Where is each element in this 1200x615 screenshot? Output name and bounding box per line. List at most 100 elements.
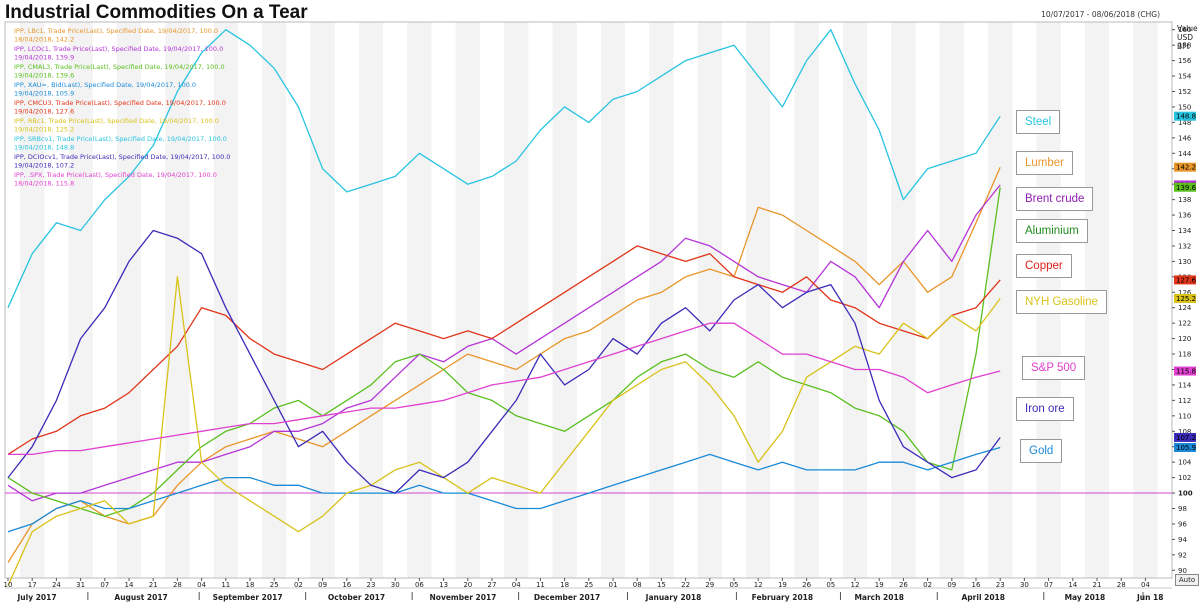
axis-unit-currency: USD bbox=[1177, 33, 1194, 42]
x-tick-label: 24 bbox=[52, 581, 61, 589]
y-tick-label: 150 bbox=[1178, 103, 1191, 111]
y-tick-label: 138 bbox=[1178, 196, 1191, 204]
value-badge-label: 107.2 bbox=[1176, 434, 1196, 442]
auto-scale-button[interactable]: Auto bbox=[1175, 574, 1199, 586]
x-tick-label: 25 bbox=[270, 581, 279, 589]
series-line-4 bbox=[7, 446, 1001, 533]
series-line-1 bbox=[7, 166, 1001, 563]
legend-entry-line1: IPP, SRBcv1, Trade Price(Last), Specifie… bbox=[14, 135, 227, 143]
x-tick-label: 15 bbox=[657, 581, 666, 589]
legend-entry-line2: 19/04/2018, 139.6 bbox=[14, 72, 74, 80]
month-label: January 2018 bbox=[645, 593, 702, 602]
date-range: 10/07/2017 - 08/06/2018 (CHG) bbox=[1041, 10, 1160, 19]
x-tick-label: 13 bbox=[439, 581, 448, 589]
x-tick-label: 12 bbox=[851, 581, 860, 589]
x-tick-label: 02 bbox=[923, 581, 932, 589]
x-tick-label: 23 bbox=[367, 581, 376, 589]
week-band bbox=[697, 22, 722, 578]
x-tick-label: 01 bbox=[609, 581, 618, 589]
week-band bbox=[68, 22, 93, 578]
y-tick-label: 120 bbox=[1178, 335, 1191, 343]
x-tick-label: 29 bbox=[705, 581, 714, 589]
x-tick-label: 08 bbox=[633, 581, 642, 589]
value-badges: 148.8142.2139.9139.6127.6125.2115.8107.2… bbox=[1174, 111, 1197, 452]
x-tick-label: 16 bbox=[972, 581, 981, 589]
series-lines bbox=[7, 29, 1001, 586]
x-tick-label: 04 bbox=[1141, 581, 1150, 589]
value-badge bbox=[1174, 442, 1196, 452]
week-band bbox=[262, 22, 287, 578]
y-tick-label: 102 bbox=[1178, 474, 1191, 482]
x-tick-label: 31 bbox=[76, 581, 85, 589]
week-band bbox=[891, 22, 916, 578]
x-tick-label: 20 bbox=[463, 581, 472, 589]
legend-entry-line1: IPP, .SPX, Trade Price(Last), Specified … bbox=[14, 171, 217, 179]
y-tick-label: 160 bbox=[1178, 26, 1191, 34]
series-label-box: Steel bbox=[1016, 110, 1061, 134]
y-tick-label: 90 bbox=[1178, 567, 1187, 575]
x-tick-label: 30 bbox=[1020, 581, 1029, 589]
y-tick-label: 148 bbox=[1178, 119, 1191, 127]
legend-entry-line1: IPP, LCOc1, Trade Price(Last), Specified… bbox=[14, 45, 223, 53]
chart-title: Industrial Commodities On a Tear bbox=[5, 2, 308, 23]
week-band bbox=[407, 22, 432, 578]
x-tick-label: 25 bbox=[584, 581, 593, 589]
legend-entry-line2: 18/04/2018, 142.2 bbox=[14, 36, 74, 44]
x-tick-label: 22 bbox=[681, 581, 690, 589]
series-label-box: Iron ore bbox=[1016, 397, 1074, 421]
value-badge bbox=[1174, 111, 1196, 121]
month-label: Jun 18 bbox=[1136, 593, 1164, 602]
value-badge bbox=[1174, 162, 1196, 172]
axis-unit-value: Value bbox=[1177, 24, 1198, 33]
x-tick-label: 18 bbox=[246, 581, 255, 589]
x-tick-label: 11 bbox=[536, 581, 545, 589]
series-label-box: S&P 500 bbox=[1022, 356, 1086, 380]
y-tick-label: 132 bbox=[1178, 242, 1191, 250]
y-tick-label: 130 bbox=[1178, 258, 1191, 266]
y-tick-label: 110 bbox=[1178, 412, 1191, 420]
week-band bbox=[552, 22, 577, 578]
y-tick-label: 154 bbox=[1178, 73, 1192, 81]
legend-entry-line2: 19/04/2018, 148.8 bbox=[14, 144, 74, 152]
x-tick-label: 28 bbox=[173, 581, 182, 589]
value-badge-label: 139.6 bbox=[1176, 184, 1197, 192]
month-label: November 2017 bbox=[430, 593, 497, 602]
x-tick-label: 09 bbox=[947, 581, 956, 589]
x-tick-label: 14 bbox=[125, 581, 134, 589]
legend-entry-line1: IPP, CMCU3, Trade Price(Last), Specified… bbox=[14, 99, 226, 107]
x-tick-label: 07 bbox=[100, 581, 109, 589]
x-tick-label: 21 bbox=[149, 581, 158, 589]
y-tick-label: 92 bbox=[1178, 551, 1187, 559]
legend-entry-line2: 18/04/2018, 115.8 bbox=[14, 180, 74, 188]
y-tick-label: 152 bbox=[1178, 88, 1191, 96]
week-band bbox=[988, 22, 1013, 578]
x-tick-label: 14 bbox=[1068, 581, 1077, 589]
y-tick-label: 156 bbox=[1178, 57, 1192, 65]
x-tick-label: 04 bbox=[197, 581, 206, 589]
x-tick-label: 09 bbox=[318, 581, 327, 589]
week-band bbox=[794, 22, 819, 578]
week-band bbox=[600, 22, 626, 578]
series-line-2 bbox=[7, 184, 1001, 502]
value-badge bbox=[1174, 293, 1196, 303]
y-tick-label: 158 bbox=[1178, 42, 1191, 50]
x-tick-label: 23 bbox=[996, 581, 1005, 589]
x-tick-label: 19 bbox=[778, 581, 787, 589]
legend: IPP, LBc1, Trade Price(Last), Specified … bbox=[14, 27, 230, 188]
x-tick-label: 05 bbox=[730, 581, 739, 589]
y-tick-label: 100 bbox=[1178, 490, 1193, 498]
series-label-box: Brent crude bbox=[1016, 187, 1094, 211]
x-tick-label: 28 bbox=[1117, 581, 1126, 589]
legend-entry-line2: 19/04/2018, 139.9 bbox=[14, 54, 74, 62]
week-bands bbox=[20, 22, 1158, 578]
x-tick-label: 27 bbox=[488, 581, 497, 589]
x-tick-label: 11 bbox=[221, 581, 230, 589]
y-tick-label: 134 bbox=[1178, 227, 1192, 235]
x-tick-label: 19 bbox=[875, 581, 884, 589]
x-tick-label: 04 bbox=[512, 581, 521, 589]
series-label-box: Aluminium bbox=[1016, 219, 1088, 243]
value-badge-label: 105.9 bbox=[1176, 444, 1196, 452]
y-tick-label: 136 bbox=[1178, 212, 1192, 220]
x-tick-label: 26 bbox=[899, 581, 908, 589]
